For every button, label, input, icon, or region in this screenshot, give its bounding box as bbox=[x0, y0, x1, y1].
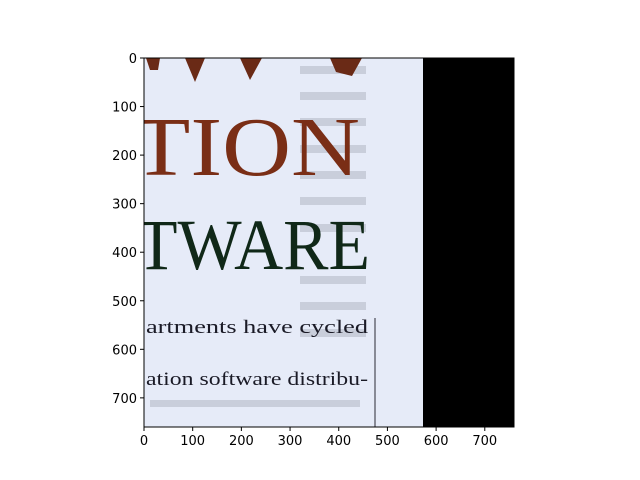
x-tick-label: 500 bbox=[375, 434, 400, 449]
x-tick-label: 0 bbox=[140, 434, 148, 449]
x-tick-label: 700 bbox=[472, 434, 497, 449]
y-tick-label: 300 bbox=[112, 198, 137, 213]
headline-line-1: TION bbox=[132, 101, 360, 194]
x-tick-label: 300 bbox=[278, 434, 303, 449]
x-tick-label: 200 bbox=[229, 434, 254, 449]
y-tick-label: 100 bbox=[112, 101, 137, 116]
y-tick-label: 700 bbox=[112, 392, 137, 407]
bleed-through-text bbox=[150, 66, 366, 407]
y-tick-label: 600 bbox=[112, 343, 137, 358]
y-tick-label: 200 bbox=[112, 149, 137, 164]
headline-line-2: TWARE bbox=[136, 205, 370, 285]
axes-frame bbox=[143, 57, 515, 428]
x-axis: 0 100 200 300 400 500 600 700 bbox=[140, 427, 497, 449]
scanned-page bbox=[144, 58, 423, 427]
x-tick-label: 400 bbox=[326, 434, 351, 449]
y-tick-label: 500 bbox=[112, 295, 137, 310]
top-headline-fragment bbox=[146, 58, 362, 82]
body-line-2: ation software distribu- bbox=[146, 369, 368, 390]
body-line-1: artments have cycled bbox=[146, 317, 369, 338]
y-tick-label: 0 bbox=[129, 52, 137, 67]
x-tick-label: 600 bbox=[424, 434, 449, 449]
black-band bbox=[423, 58, 514, 427]
y-tick-label: 400 bbox=[112, 246, 137, 261]
y-axis: 0 100 200 300 400 500 600 700 bbox=[112, 52, 144, 407]
x-tick-label: 100 bbox=[180, 434, 205, 449]
image-area: TION TWARE artments have cycled ation so… bbox=[132, 58, 514, 427]
